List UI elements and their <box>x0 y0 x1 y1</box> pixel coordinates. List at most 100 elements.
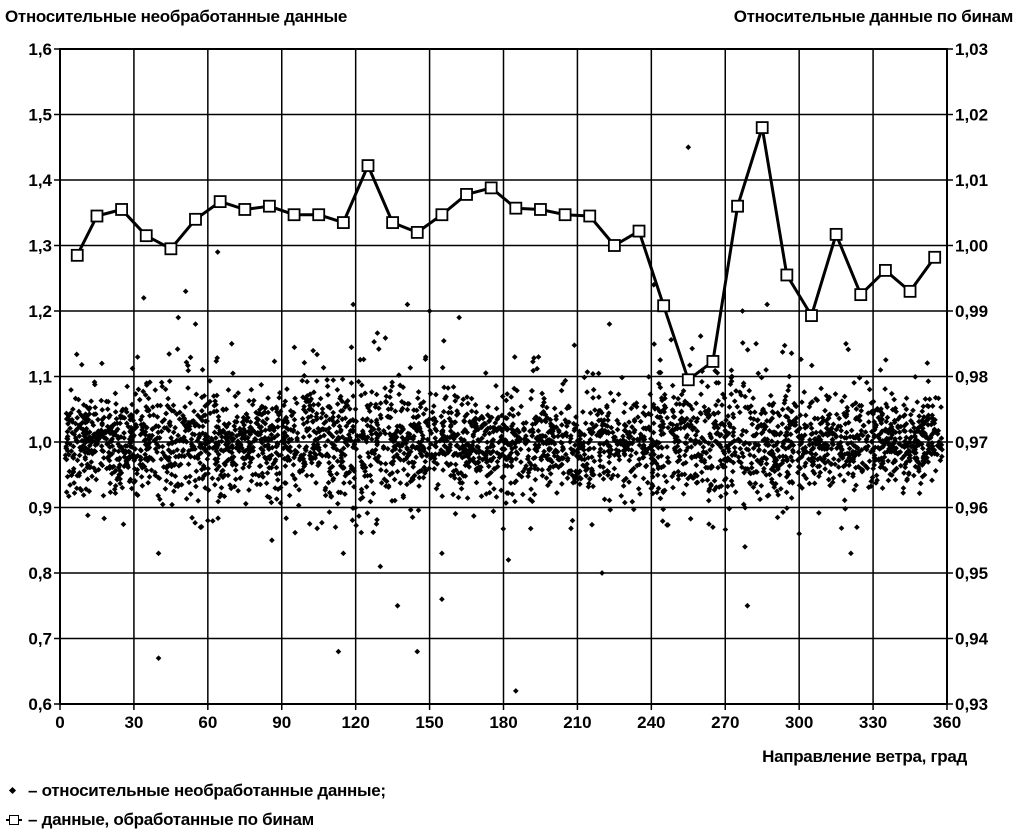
raw-data-point <box>816 445 823 451</box>
raw-data-point <box>888 421 894 428</box>
raw-data-point <box>276 394 282 401</box>
raw-data-point <box>673 401 680 407</box>
raw-data-point <box>513 449 520 455</box>
raw-data-point <box>133 409 140 415</box>
raw-data-point <box>520 468 526 475</box>
raw-data-point <box>199 475 206 482</box>
raw-data-point <box>739 340 746 346</box>
raw-data-point <box>553 413 559 419</box>
y-left-tick-label: 1,5 <box>28 106 52 125</box>
raw-data-point <box>866 386 873 393</box>
raw-data-point <box>681 425 688 431</box>
raw-data-point <box>82 449 88 456</box>
raw-data-point <box>331 420 338 427</box>
raw-data-point <box>616 448 622 454</box>
raw-data-point <box>852 443 858 449</box>
raw-data-point <box>549 430 555 437</box>
raw-data-point <box>916 460 922 467</box>
raw-data-point <box>333 437 340 443</box>
raw-data-point <box>723 433 730 439</box>
raw-data-point <box>462 473 469 479</box>
raw-data-point <box>142 392 149 398</box>
raw-data-point <box>728 367 735 374</box>
raw-data-point <box>221 460 228 467</box>
raw-data-point <box>337 489 344 496</box>
raw-data-point <box>538 456 545 463</box>
raw-data-point <box>795 449 802 456</box>
raw-data-point <box>330 409 337 416</box>
raw-data-point <box>300 421 307 427</box>
raw-data-point <box>689 474 696 481</box>
raw-data-point <box>649 460 655 467</box>
raw-data-point <box>338 408 344 414</box>
raw-data-point <box>661 473 668 479</box>
binned-point <box>460 188 473 201</box>
raw-data-point <box>273 496 280 502</box>
raw-data-point <box>242 429 249 435</box>
raw-data-point <box>120 521 127 528</box>
raw-data-point <box>583 473 590 479</box>
raw-data-point <box>884 414 891 421</box>
raw-data-point <box>523 419 529 426</box>
raw-data-point <box>233 402 240 409</box>
raw-data-point <box>75 396 82 403</box>
raw-data-point <box>144 424 150 431</box>
raw-data-point <box>387 394 393 401</box>
raw-data-point <box>597 457 603 464</box>
raw-data-point <box>477 467 483 474</box>
raw-data-point <box>257 481 264 488</box>
raw-data-point <box>252 436 259 443</box>
raw-data-point <box>164 402 171 409</box>
raw-data-point <box>692 471 699 478</box>
raw-data-point <box>236 448 243 454</box>
raw-data-point <box>693 418 700 425</box>
raw-data-point <box>799 485 805 491</box>
raw-data-point <box>673 424 680 431</box>
raw-data-point <box>441 384 447 391</box>
raw-data-point <box>735 454 742 461</box>
raw-data-point <box>472 415 479 422</box>
raw-data-point <box>558 422 565 428</box>
raw-data-point <box>91 431 97 438</box>
raw-data-point <box>343 423 350 430</box>
raw-data-point <box>107 430 113 437</box>
raw-data-point <box>835 457 842 464</box>
raw-data-point <box>374 516 380 523</box>
raw-data-point <box>621 447 628 454</box>
raw-data-point <box>700 449 707 455</box>
right-axis-ticks: 0,930,940,950,960,970,980,991,001,011,02… <box>947 40 989 714</box>
raw-data-point <box>117 420 123 427</box>
raw-data-point <box>820 432 826 438</box>
raw-data-point <box>267 453 273 460</box>
raw-data-point <box>592 407 598 413</box>
raw-data-point <box>482 421 489 427</box>
raw-data-point <box>357 454 363 460</box>
raw-data-point <box>378 480 385 486</box>
raw-data-point <box>283 415 289 422</box>
raw-data-point <box>653 460 660 467</box>
raw-data-point <box>397 480 404 486</box>
raw-data-point <box>64 433 71 440</box>
raw-data-point <box>838 433 844 440</box>
raw-data-point <box>187 354 194 361</box>
raw-data-point <box>146 412 153 419</box>
raw-data-point <box>347 479 353 486</box>
raw-data-point <box>334 458 341 464</box>
raw-data-point <box>486 449 493 456</box>
raw-data-point <box>585 446 592 453</box>
raw-data-point <box>854 524 860 531</box>
raw-data-point <box>660 421 667 427</box>
raw-data-point <box>701 404 708 410</box>
raw-data-point <box>897 435 903 441</box>
raw-data-point <box>218 438 225 445</box>
raw-data-point <box>105 449 112 456</box>
raw-data-point <box>367 462 374 469</box>
raw-data-point <box>643 463 649 470</box>
binned-point <box>731 199 744 213</box>
raw-data-point <box>74 457 81 464</box>
raw-data-point <box>839 398 845 404</box>
raw-data-point <box>907 435 913 442</box>
raw-data-point <box>451 475 458 481</box>
raw-data-point <box>482 370 489 376</box>
